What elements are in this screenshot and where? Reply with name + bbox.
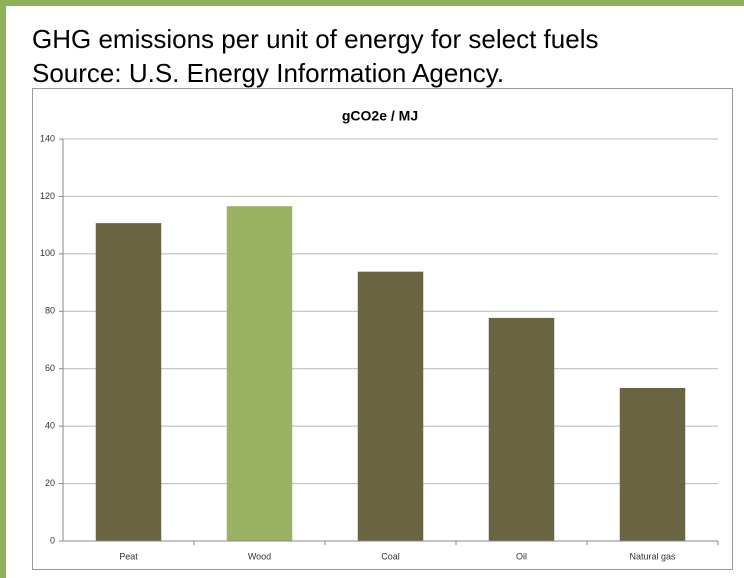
x-tick-label: Oil (516, 551, 527, 561)
bar (357, 271, 424, 541)
bar (226, 206, 293, 542)
bar (619, 387, 686, 541)
y-tick-label: 40 (45, 421, 55, 431)
y-tick-label: 80 (45, 306, 55, 316)
page-title: GHG emissions per unit of energy for sel… (32, 24, 599, 54)
x-tick-label: Natural gas (629, 551, 676, 561)
y-tick-label: 60 (45, 363, 55, 373)
y-tick-label: 100 (40, 248, 55, 258)
x-tick-label: Wood (248, 551, 271, 561)
y-tick-label: 120 (40, 191, 55, 201)
bar (488, 317, 555, 541)
x-tick-label: Coal (381, 551, 400, 561)
y-tick-label: 20 (45, 478, 55, 488)
source: Source: U.S. Energy Information Agency. (32, 58, 505, 88)
y-tick-label: 0 (50, 535, 55, 545)
bar (95, 223, 162, 541)
x-tick-label: Peat (119, 551, 138, 561)
y-tick-label: 140 (40, 133, 55, 143)
chart-title: gCO2e / MJ (342, 108, 418, 124)
header: GHG emissions per unit of energy for sel… (32, 22, 598, 90)
